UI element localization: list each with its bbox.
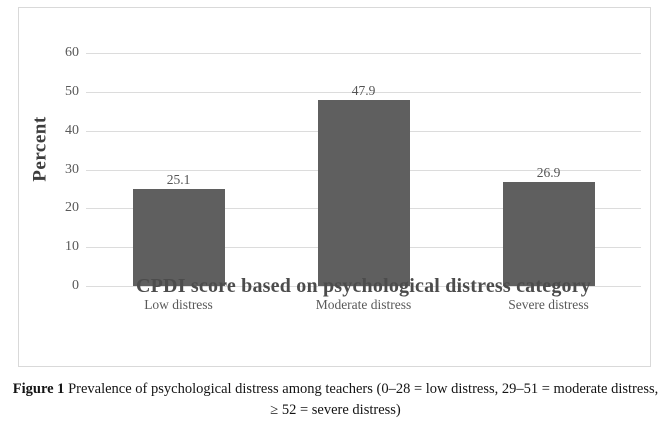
y-tick-label-40: 40 [65, 123, 79, 138]
y-axis-title: Percent [30, 116, 52, 182]
y-tick-label-60: 60 [65, 45, 79, 60]
y-tick-label-20: 20 [65, 200, 79, 215]
bar-chart: 0 10 20 30 40 50 60 25.1 Low distress 47.9 Moderat… [18, 7, 651, 367]
x-category-label: Low distress [144, 297, 213, 312]
bar-value-label: 25.1 [166, 172, 191, 187]
y-tick-label-50: 50 [65, 84, 79, 99]
plot-area: 0 10 20 30 40 50 60 25.1 Low distress 47.9 Moderat… [19, 8, 650, 366]
figure-caption-line1: Prevalence of psychological distress amo… [64, 381, 659, 397]
bar-value-label: 26.9 [536, 165, 561, 180]
bar-value-label: 47.9 [351, 83, 376, 98]
figure-caption: Figure 1 Prevalence of psychological dis… [0, 379, 671, 421]
chart-title: CPDI score based on psychological distre… [136, 275, 591, 297]
figure-caption-label: Figure 1 [12, 381, 65, 397]
gridline-50 [86, 92, 641, 93]
y-tick-label-10: 10 [65, 239, 79, 254]
y-tick-label-30: 30 [65, 162, 79, 177]
y-axis-title-wrap: Percent [25, 69, 57, 229]
gridline-0 [86, 286, 641, 287]
bar-moderate-distress [318, 100, 410, 286]
x-category-label: Severe distress [508, 297, 589, 312]
x-category-label: Moderate distress [315, 297, 412, 312]
bar-low-distress [133, 189, 225, 286]
figure-caption-line2: ≥ 52 = severe distress) [270, 402, 401, 419]
gridline-60 [86, 53, 641, 54]
bar-severe-distress [503, 182, 595, 286]
y-tick-label-0: 0 [72, 278, 79, 293]
